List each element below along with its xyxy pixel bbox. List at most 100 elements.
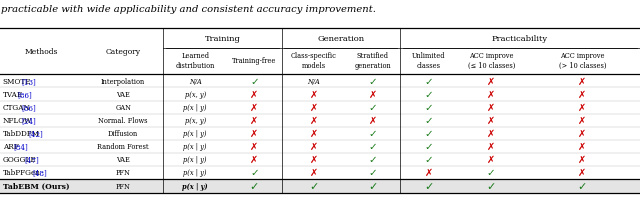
Text: p(x | y): p(x | y) [184, 143, 207, 150]
Text: Interpolation: Interpolation [101, 78, 145, 85]
Text: Training-free: Training-free [232, 57, 276, 65]
Text: [24]: [24] [21, 117, 36, 124]
Text: p(x | y): p(x | y) [184, 130, 207, 137]
Text: ✓: ✓ [424, 77, 433, 86]
Text: VAE: VAE [116, 156, 130, 163]
Text: Unlimited
classes: Unlimited classes [412, 52, 445, 70]
Text: ✗: ✗ [579, 168, 586, 177]
Text: ✓: ✓ [487, 168, 495, 177]
Text: ✗: ✗ [579, 116, 586, 125]
Text: ✗: ✗ [425, 168, 433, 177]
Text: [84]: [84] [13, 143, 28, 150]
Text: N/A: N/A [307, 78, 320, 85]
Text: p(x | y): p(x | y) [184, 169, 207, 176]
Text: [86]: [86] [21, 104, 36, 111]
Text: Training: Training [204, 35, 241, 43]
Text: ✓: ✓ [424, 90, 433, 99]
Text: ✓: ✓ [369, 168, 377, 177]
Text: ✓: ✓ [250, 168, 259, 177]
Text: ✗: ✗ [250, 116, 259, 125]
Bar [0, 179, 640, 193]
Text: p(x | y): p(x | y) [184, 156, 207, 163]
Text: ✗: ✗ [250, 90, 259, 99]
Text: Generation: Generation [317, 35, 364, 43]
Text: PFN: PFN [116, 182, 131, 190]
Text: ✗: ✗ [250, 155, 259, 164]
Text: [13]: [13] [21, 78, 36, 85]
Text: ✗: ✗ [310, 103, 317, 112]
Text: ✗: ✗ [487, 129, 495, 138]
Text: Diffusion: Diffusion [108, 130, 138, 137]
Text: ✓: ✓ [424, 129, 433, 138]
Text: ✗: ✗ [310, 116, 317, 125]
Text: ✓: ✓ [250, 77, 259, 86]
Text: ✓: ✓ [424, 142, 433, 151]
Text: ✓: ✓ [424, 116, 433, 125]
Text: ✗: ✗ [250, 142, 259, 151]
Text: Class-specific
models: Class-specific models [291, 52, 337, 70]
Text: p(x, y): p(x, y) [184, 91, 206, 98]
Text: ✓: ✓ [368, 181, 378, 191]
Text: [47]: [47] [25, 156, 40, 163]
Text: ✓: ✓ [424, 181, 433, 191]
Text: Practicability: Practicability [492, 35, 548, 43]
Text: [42]: [42] [29, 130, 44, 137]
Text: TVAE: TVAE [3, 91, 23, 98]
Text: N/A: N/A [189, 78, 202, 85]
Text: ✗: ✗ [310, 142, 317, 151]
Text: ✗: ✗ [310, 155, 317, 164]
Text: ✓: ✓ [309, 181, 318, 191]
Text: ✓: ✓ [486, 181, 496, 191]
Text: ✗: ✗ [487, 142, 495, 151]
Text: ✗: ✗ [487, 77, 495, 86]
Text: ✗: ✗ [369, 116, 377, 125]
Text: ✗: ✗ [487, 103, 495, 112]
Text: VAE: VAE [116, 91, 130, 98]
Text: ✓: ✓ [424, 103, 433, 112]
Text: ✗: ✗ [487, 90, 495, 99]
Text: ARF: ARF [3, 143, 19, 150]
Text: ✗: ✗ [579, 90, 586, 99]
Text: ✗: ✗ [579, 155, 586, 164]
Text: ✗: ✗ [310, 168, 317, 177]
Text: ✗: ✗ [487, 155, 495, 164]
Text: NFLOW: NFLOW [3, 117, 32, 124]
Text: ✗: ✗ [310, 90, 317, 99]
Text: p(x, y): p(x, y) [184, 117, 206, 124]
Text: PFN: PFN [116, 169, 131, 176]
Text: Normal. Flows: Normal. Flows [99, 117, 148, 124]
Text: ACC improve
(≤ 10 classes): ACC improve (≤ 10 classes) [467, 52, 515, 70]
Text: ACC improve
(> 10 classes): ACC improve (> 10 classes) [559, 52, 606, 70]
Text: Learned
distribution: Learned distribution [175, 52, 215, 70]
Text: ✓: ✓ [369, 142, 377, 151]
Text: CTGAN: CTGAN [3, 104, 31, 111]
Text: SMOTE: SMOTE [3, 78, 31, 85]
Text: ✗: ✗ [487, 116, 495, 125]
Text: ✓: ✓ [250, 181, 259, 191]
Text: ✗: ✗ [579, 142, 586, 151]
Text: p(x | y): p(x | y) [184, 104, 207, 111]
Text: GOGGLE: GOGGLE [3, 156, 36, 163]
Text: ✓: ✓ [369, 129, 377, 138]
Text: practicable with wide applicability and consistent accuracy improvement.: practicable with wide applicability and … [1, 5, 376, 14]
Text: ✗: ✗ [579, 103, 586, 112]
Text: Methods: Methods [25, 48, 58, 56]
Text: p(x | y): p(x | y) [182, 182, 208, 190]
Text: ✓: ✓ [369, 77, 377, 86]
Text: ✓: ✓ [369, 155, 377, 164]
Text: ✗: ✗ [369, 90, 377, 99]
Text: ✗: ✗ [579, 129, 586, 138]
Text: ✓: ✓ [424, 155, 433, 164]
Text: GAN: GAN [115, 104, 131, 111]
Text: TabEBM (Ours): TabEBM (Ours) [3, 182, 69, 190]
Text: ✗: ✗ [579, 77, 586, 86]
Text: [48]: [48] [32, 169, 47, 176]
Text: TabDDPM: TabDDPM [3, 130, 40, 137]
Text: ✓: ✓ [578, 181, 587, 191]
Text: ✗: ✗ [250, 103, 259, 112]
Text: Stratified
generation: Stratified generation [355, 52, 391, 70]
Text: Random Forest: Random Forest [97, 143, 149, 150]
Text: TabPFGen: TabPFGen [3, 169, 40, 176]
Text: [86]: [86] [17, 91, 32, 98]
Text: ✓: ✓ [369, 103, 377, 112]
